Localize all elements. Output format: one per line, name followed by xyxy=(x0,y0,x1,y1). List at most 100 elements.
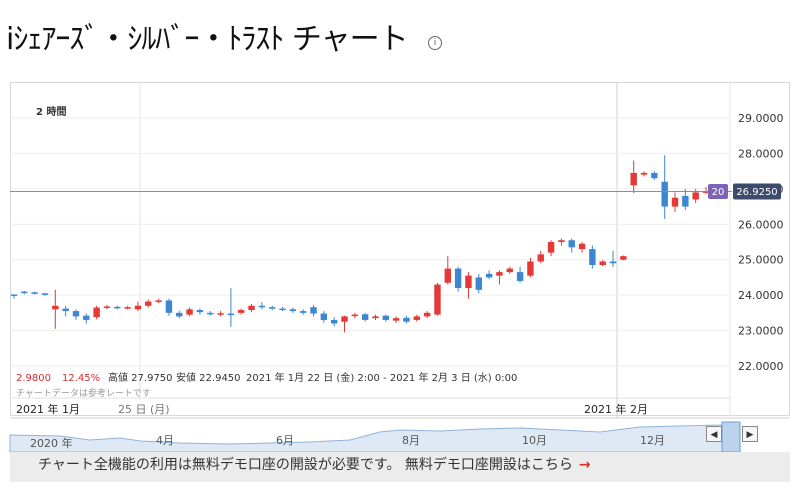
candle-up xyxy=(547,242,555,253)
navigator-left-arrow-icon[interactable]: ◀ xyxy=(706,426,722,442)
candle-down xyxy=(661,181,668,207)
candle-up xyxy=(392,318,400,321)
y-tick-label: 23.0000 xyxy=(738,325,784,338)
candle-up xyxy=(186,309,193,315)
candle-up xyxy=(496,272,503,276)
candle-down xyxy=(83,315,90,320)
x-label-feb: 2021 年 2月 xyxy=(584,402,648,416)
date-range: 2021 年 1月 22 日 (金) 2:00 - 2021 年 2月 3 日 … xyxy=(246,371,517,384)
candle-down xyxy=(320,313,328,320)
candle-down xyxy=(21,291,28,294)
candle-up xyxy=(599,261,606,266)
y-tick-label: 24.0000 xyxy=(738,289,784,302)
candle-up xyxy=(217,313,224,315)
candle-down xyxy=(516,272,524,281)
nav-label-jun: 6月 xyxy=(276,434,294,447)
period-badge xyxy=(708,184,728,200)
candle-up xyxy=(351,314,359,317)
y-tick-label: 22.0000 xyxy=(738,360,784,373)
candle-down xyxy=(196,310,204,313)
candle-up xyxy=(692,192,699,200)
high-value: 高値 27.9750 xyxy=(108,371,173,384)
chart-frame xyxy=(10,82,790,416)
candle-up xyxy=(527,261,534,276)
candle-down xyxy=(568,240,575,248)
candle-up xyxy=(124,307,131,309)
candle-up xyxy=(671,197,679,207)
navigator[interactable]: 2020 年 4月 6月 8月 10月 12月 xyxy=(9,421,741,453)
candle-up xyxy=(465,275,472,289)
candle-up xyxy=(248,305,255,311)
candle-down xyxy=(289,309,297,312)
nav-label-oct: 10月 xyxy=(522,434,547,447)
candle-up xyxy=(558,240,565,242)
candle-up xyxy=(630,172,637,186)
candle-up xyxy=(413,316,421,320)
candle-down xyxy=(682,195,689,207)
candle-up xyxy=(52,305,59,310)
candle-down xyxy=(609,261,617,264)
candle-down xyxy=(207,312,214,315)
candle-up xyxy=(238,310,245,313)
x-label-jan: 2021 年 1月 xyxy=(16,402,80,416)
candle-up xyxy=(640,172,648,175)
candle-down xyxy=(72,311,80,317)
candle-up xyxy=(145,301,152,306)
candle-down xyxy=(651,172,658,179)
candle-up xyxy=(134,305,142,310)
candle-down xyxy=(258,305,266,308)
candle-up xyxy=(155,300,162,302)
reference-note: チャートデータは参考レートです xyxy=(16,387,151,399)
candle-up xyxy=(444,268,451,283)
low-value: 安値 22.9450 xyxy=(176,371,241,384)
current-price-tag xyxy=(733,183,781,200)
period-badge-text: 20 xyxy=(712,187,725,198)
candle-up xyxy=(702,191,710,193)
change-percent: 12.45% xyxy=(62,373,100,384)
candle-down xyxy=(31,292,38,294)
y-tick-label: 26.0000 xyxy=(738,218,784,231)
candle-up xyxy=(434,284,441,315)
candle-down xyxy=(10,294,18,296)
banner-text: チャート全機能の利用は無料デモ口座の開設が必要です。 無料デモ口座開設はこちら xyxy=(38,457,573,473)
y-tick-label: 28.0000 xyxy=(738,147,784,160)
candle-up xyxy=(93,307,100,318)
candle-up xyxy=(537,254,544,262)
candle-down xyxy=(454,268,462,289)
y-tick-label: 29.0000 xyxy=(738,112,784,125)
nav-label-2020: 2020 年 xyxy=(30,436,73,450)
candle-up xyxy=(341,316,348,322)
navigator-right-arrow-icon[interactable]: ▶ xyxy=(742,426,758,442)
candle-down xyxy=(279,308,286,311)
candle-down xyxy=(227,313,235,316)
candle-down xyxy=(269,307,276,309)
y-axis-ticks: 29.000028.000027.000026.000025.000024.00… xyxy=(10,112,784,373)
candle-down xyxy=(382,315,390,320)
candle-down xyxy=(485,273,493,278)
nav-label-dec: 12月 xyxy=(640,434,665,447)
candle-down xyxy=(62,308,69,312)
candle-up xyxy=(620,256,627,260)
demo-account-banner[interactable]: チャート全機能の利用は無料デモ口座の開設が必要です。 無料デモ口座開設はこちら → xyxy=(10,452,790,482)
info-icon[interactable]: i xyxy=(428,36,442,50)
page-title: iｼｪｱｰｽﾞ・ｼﾙﾊﾞｰ・ﾄﾗｽﾄ チャート xyxy=(6,22,409,57)
candle-down xyxy=(361,314,369,320)
candle-down xyxy=(310,307,317,314)
x-label-25: 25 日 (月) xyxy=(118,403,170,416)
candle-down xyxy=(475,277,482,290)
candle-up xyxy=(506,268,513,273)
candle-up xyxy=(423,312,431,317)
candle-down xyxy=(114,306,121,309)
candle-down xyxy=(299,311,307,313)
candle-up xyxy=(578,243,586,250)
change-value: 2.9800 xyxy=(16,373,51,384)
candle-up xyxy=(103,306,111,308)
candle-down xyxy=(41,293,49,295)
candle-down xyxy=(589,249,596,266)
interval-label: 2 時間 xyxy=(36,105,66,118)
y-tick-label: 25.0000 xyxy=(738,254,784,267)
candle-down xyxy=(165,300,173,313)
nav-label-aug: 8月 xyxy=(402,434,420,447)
candle-down xyxy=(330,319,338,324)
